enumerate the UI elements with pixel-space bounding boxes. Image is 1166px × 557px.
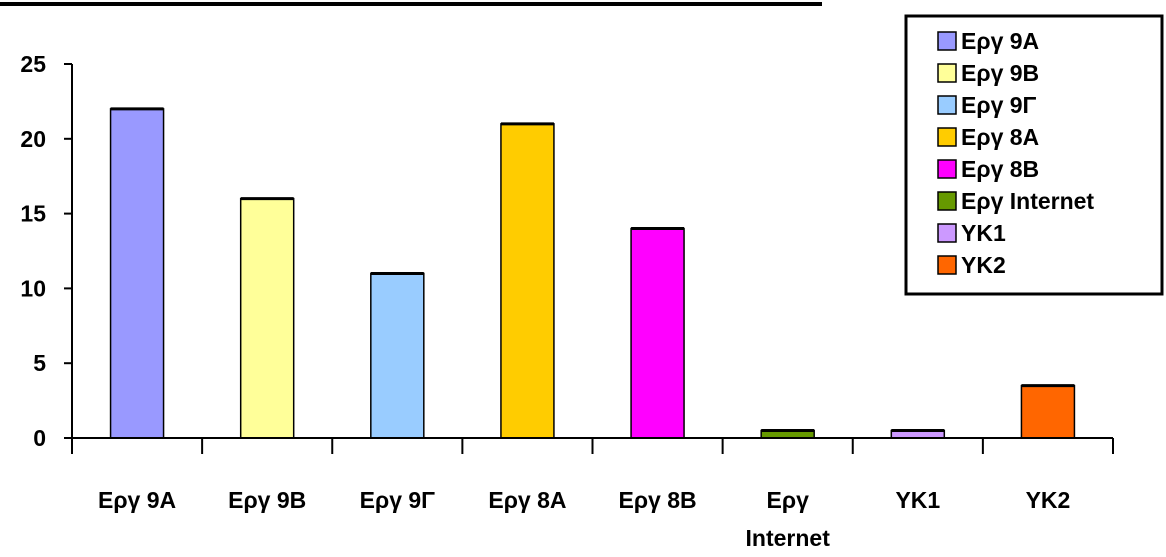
- y-tick-label-2: 10: [20, 275, 46, 301]
- bar-3: [500, 123, 555, 439]
- legend-swatch-1: [937, 63, 957, 83]
- bar-0: [109, 108, 165, 439]
- x-tick-label-7: ΥΚ2: [1026, 487, 1071, 513]
- legend-swatch-5: [937, 191, 957, 211]
- x-tick-label-4: Εργ 8Β: [618, 487, 696, 513]
- legend-swatch-0: [937, 31, 957, 51]
- legend-label-7: ΥΚ2: [961, 252, 1006, 278]
- y-tick-label-0: 0: [33, 425, 46, 451]
- x-tick-label-3: Εργ 8Α: [488, 487, 566, 513]
- bar-7: [1020, 384, 1076, 439]
- x-tick-label-2: Εργ 9Γ: [360, 487, 436, 513]
- y-tick-label-4: 20: [20, 126, 46, 152]
- bar-2: [370, 272, 425, 439]
- legend-label-0: Εργ 9Α: [961, 28, 1039, 54]
- bar-1: [239, 197, 295, 439]
- legend-label-6: ΥΚ1: [961, 220, 1006, 246]
- bar-4: [630, 227, 685, 439]
- y-tick-label-3: 15: [20, 201, 46, 227]
- x-tick-label-6: ΥΚ1: [895, 487, 940, 513]
- x-tick-label-5: Εργ Internet: [746, 487, 831, 551]
- y-tick-label-1: 5: [33, 350, 46, 376]
- legend-swatch-7: [937, 255, 957, 275]
- legend-swatch-6: [937, 223, 957, 243]
- legend-label-3: Εργ 8Α: [961, 124, 1039, 150]
- legend-label-1: Εργ 9Β: [961, 60, 1039, 86]
- legend-label-5: Εργ Internet: [961, 188, 1094, 214]
- legend-swatch-3: [937, 127, 957, 147]
- legend-label-4: Εργ 8Β: [961, 156, 1039, 182]
- y-tick-label-5: 25: [20, 51, 46, 77]
- legend-swatch-4: [937, 159, 957, 179]
- x-tick-label-1: Εργ 9Β: [228, 487, 306, 513]
- x-tick-label-0: Εργ 9Α: [98, 487, 176, 513]
- legend-box: [904, 14, 1164, 296]
- legend-label-2: Εργ 9Γ: [961, 92, 1037, 118]
- legend-swatch-2: [937, 95, 957, 115]
